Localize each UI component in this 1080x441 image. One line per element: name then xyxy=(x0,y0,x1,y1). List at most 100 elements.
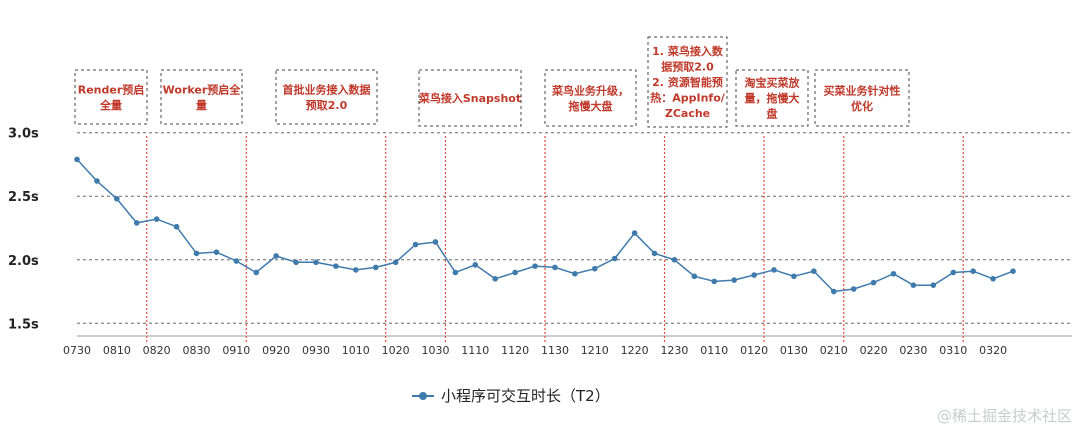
data-point xyxy=(850,286,857,292)
data-point xyxy=(990,276,996,282)
annotation-box xyxy=(160,69,243,125)
data-point xyxy=(591,265,598,272)
legend-label: 小程序可交互时长（T2） xyxy=(441,387,610,405)
data-point xyxy=(333,263,339,269)
annotation-text: 拖慢大盘 xyxy=(569,99,613,113)
data-point xyxy=(711,278,718,285)
grid-lines xyxy=(77,132,1072,337)
data-point xyxy=(372,264,379,271)
annotation-box xyxy=(74,69,148,125)
annotation-text: 菜鸟业务升级， xyxy=(551,83,629,97)
data-point xyxy=(552,264,558,271)
legend-marker xyxy=(419,392,427,400)
data-point xyxy=(930,282,937,288)
data-point xyxy=(651,250,658,257)
x-tick-label: 1010 xyxy=(342,344,370,357)
data-point xyxy=(114,195,120,202)
watermark: @稀土掘金技术社区 xyxy=(937,407,1072,425)
data-point xyxy=(353,267,359,273)
data-point xyxy=(472,262,479,268)
data-point xyxy=(631,230,638,236)
y-tick-label: 1.5s xyxy=(8,317,39,332)
annotation-box xyxy=(814,69,910,127)
annotation-box xyxy=(418,69,522,127)
data-point xyxy=(830,288,837,295)
series-t2 xyxy=(74,156,1016,295)
x-tick-label: 0920 xyxy=(262,344,290,357)
annotation-text: 买菜业务针对性 xyxy=(824,83,901,97)
event-markers xyxy=(146,136,964,343)
data-point xyxy=(970,268,976,275)
data-point xyxy=(293,259,299,266)
data-point xyxy=(811,268,817,275)
data-point xyxy=(691,273,698,280)
data-point xyxy=(412,241,419,248)
x-tick-label: 0230 xyxy=(899,344,927,357)
x-tick-label: 0220 xyxy=(860,344,888,357)
x-tick-label: 0910 xyxy=(222,344,250,357)
legend: 小程序可交互时长（T2） xyxy=(412,387,610,405)
annotation-box xyxy=(647,36,728,128)
y-tick-label: 3.0s xyxy=(8,127,39,142)
x-tick-label: 1230 xyxy=(660,344,688,357)
data-point xyxy=(313,259,319,266)
y-tick-label: 2.5s xyxy=(8,190,39,205)
x-tick-label: 0120 xyxy=(740,344,768,357)
x-tick-label: 0730 xyxy=(63,344,91,357)
annotation-box xyxy=(544,69,637,127)
x-tick-label: 0130 xyxy=(780,344,808,357)
data-point xyxy=(233,258,240,264)
x-tick-label: 1130 xyxy=(541,344,569,357)
x-tick-label: 1120 xyxy=(501,344,529,357)
data-point xyxy=(532,263,538,269)
annotation-text: 首批业务接入数据 xyxy=(283,82,371,96)
annotation-text: 热：AppInfo/ xyxy=(650,91,726,105)
x-tick-label: 1020 xyxy=(382,344,410,357)
annotation-text: 量 xyxy=(196,99,207,112)
data-point xyxy=(193,250,200,257)
annotation-box xyxy=(735,69,809,127)
x-tick-label: 0820 xyxy=(143,344,171,357)
annotation-text: Worker预启全 xyxy=(163,82,242,96)
annotation-text: 菜鸟接入Snapshot xyxy=(418,91,521,105)
x-tick-label: 0930 xyxy=(302,344,330,357)
data-point xyxy=(94,178,100,184)
annotation-text: ZCache xyxy=(665,107,710,120)
x-tick-label: 0310 xyxy=(939,344,967,357)
x-tick-label: 1210 xyxy=(581,344,609,357)
x-tick-label: 0810 xyxy=(103,344,131,357)
annotation-text: 盘 xyxy=(767,107,778,121)
annotation-text: 预取2.0 xyxy=(306,98,348,112)
data-point xyxy=(392,259,399,266)
y-axis-ticks: 3.0s 2.5s 2.0s 1.5s xyxy=(8,127,39,333)
x-tick-label: 1220 xyxy=(621,344,649,357)
data-point xyxy=(1010,268,1016,275)
data-point xyxy=(791,273,797,280)
annotation-text: 淘宝买菜放 xyxy=(745,76,801,90)
data-point xyxy=(572,270,578,277)
data-point xyxy=(731,277,737,283)
data-point xyxy=(173,223,180,230)
annotation-text: 优化 xyxy=(851,99,873,113)
series-line xyxy=(76,158,1014,293)
annotation-text: Render预启 xyxy=(78,82,145,96)
x-tick-label: 1030 xyxy=(421,344,449,357)
data-point xyxy=(870,279,877,286)
x-axis-ticks: 0730 0810 0820 0830 0910 0920 0930 1010 1020 1030… xyxy=(63,344,1007,357)
annotation-text: 1. 菜鸟接入数 xyxy=(652,44,724,58)
data-point xyxy=(213,249,220,255)
x-tick-label: 0110 xyxy=(700,344,728,357)
annotation-text: 全量 xyxy=(99,98,122,112)
annotation-text: 量，拖慢大 xyxy=(745,91,800,105)
data-point xyxy=(751,272,757,278)
x-tick-label: 0210 xyxy=(820,344,848,357)
data-point xyxy=(452,269,459,276)
data-point xyxy=(153,216,160,222)
data-point xyxy=(611,255,618,262)
data-point xyxy=(74,156,80,163)
y-tick-label: 2.0s xyxy=(8,254,39,269)
data-point xyxy=(771,267,777,273)
